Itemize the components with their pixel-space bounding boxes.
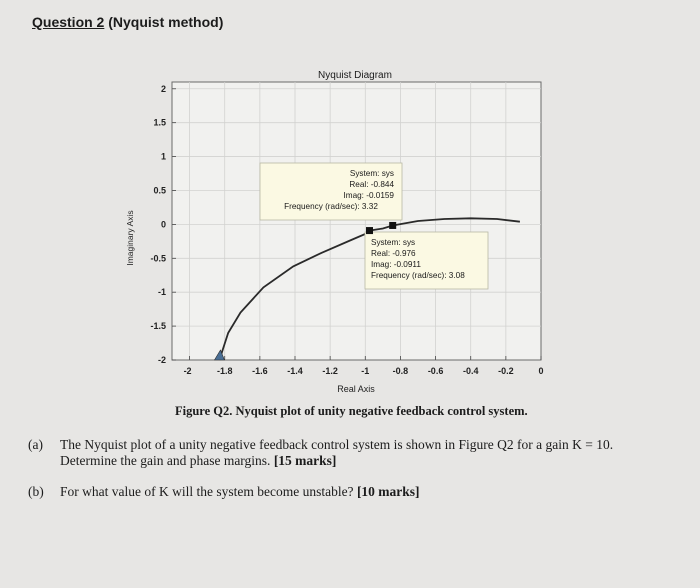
- question-b-marks: [10 marks]: [356, 484, 420, 499]
- question-b: (b) For what value of K will the system b…: [28, 484, 678, 500]
- y-tick-label: -1: [158, 287, 166, 297]
- datatip-marker: [389, 221, 397, 229]
- grid: [172, 82, 541, 360]
- datatip-real: Real: -0.844: [349, 180, 394, 189]
- datatip-box: [259, 162, 403, 221]
- datatip-imag: Imag: -0.0159: [343, 191, 394, 200]
- y-tick-label: -2: [158, 355, 166, 365]
- datatip-title: System: sys: [371, 238, 415, 247]
- question-label: Question 2: [32, 14, 105, 30]
- chart-title: Nyquist Diagram: [318, 70, 392, 81]
- x-tick-label: -1.2: [322, 366, 338, 376]
- y-tick-label: -0.5: [150, 253, 166, 263]
- plot-area: [171, 81, 542, 361]
- y-tick-label: -1.5: [150, 321, 166, 331]
- datatips: System: sys Real: -0.844 Imag: -0.0159 Freq…: [259, 162, 489, 290]
- datatip-marker: [366, 227, 374, 235]
- y-tick-label: 0: [161, 219, 166, 229]
- question-a-label: (a): [28, 437, 43, 452]
- datatip-real: Real: -0.976: [371, 249, 416, 258]
- question-b-label: (b): [28, 484, 44, 499]
- x-tick-label: -2: [184, 366, 192, 376]
- x-tick-label: -1.4: [287, 366, 303, 376]
- x-tick-label: -0.2: [498, 366, 514, 376]
- method-label: (Nyquist method): [108, 14, 224, 30]
- datatip-freq: Frequency (rad/sec): 3.32: [284, 202, 378, 211]
- datatip-imag: Imag: -0.0911: [371, 260, 421, 269]
- question-b-line1: For what value of K will the system beco…: [60, 484, 354, 499]
- y-tick-label: 1.5: [153, 118, 166, 128]
- question-a-marks: [15 marks]: [273, 453, 337, 468]
- x-tick-label: 0: [538, 366, 543, 376]
- y-tick-label: 2: [161, 84, 166, 94]
- x-tick-label: -0.4: [463, 366, 479, 376]
- x-tick-label: -0.8: [393, 366, 409, 376]
- x-tick-label: -1.8: [217, 366, 233, 376]
- y-tick-label: 1: [161, 152, 166, 162]
- x-tick-label: -1.6: [252, 366, 268, 376]
- x-tick-label: -1: [361, 366, 369, 376]
- tick-labels: -2 -1.8 -1.6 -1.4 -1.2 -1 -0.8 -0.6 -0.4 -0.2 0 2 1.…: [150, 84, 543, 376]
- y-axis-label: Imaginary Axis: [125, 210, 135, 265]
- datatip-freq: Frequency (rad/sec): 3.08: [371, 271, 465, 280]
- datatip-2: System: sys Real: -0.976 Imag: -0.0911 Freq…: [364, 227, 489, 290]
- datatip-box: [364, 231, 489, 290]
- question-a-line2: Determine the gain and phase margins.: [60, 453, 271, 468]
- question-a-line1: The Nyquist plot of a unity negative fee…: [60, 437, 614, 452]
- x-tick-label: -0.6: [428, 366, 444, 376]
- y-tick-label: 0.5: [153, 185, 166, 195]
- datatip-title: System: sys: [350, 169, 394, 178]
- question-heading: Question 2 (Nyquist method): [32, 14, 223, 30]
- x-axis-label: Real Axis: [337, 384, 375, 394]
- question-a: (a) The Nyquist plot of a unity negative …: [28, 437, 678, 469]
- direction-arrow: [213, 349, 225, 361]
- datatip-1: System: sys Real: -0.844 Imag: -0.0159 Freq…: [259, 162, 403, 229]
- figure-caption: Figure Q2. Nyquist plot of unity negativ…: [175, 404, 528, 418]
